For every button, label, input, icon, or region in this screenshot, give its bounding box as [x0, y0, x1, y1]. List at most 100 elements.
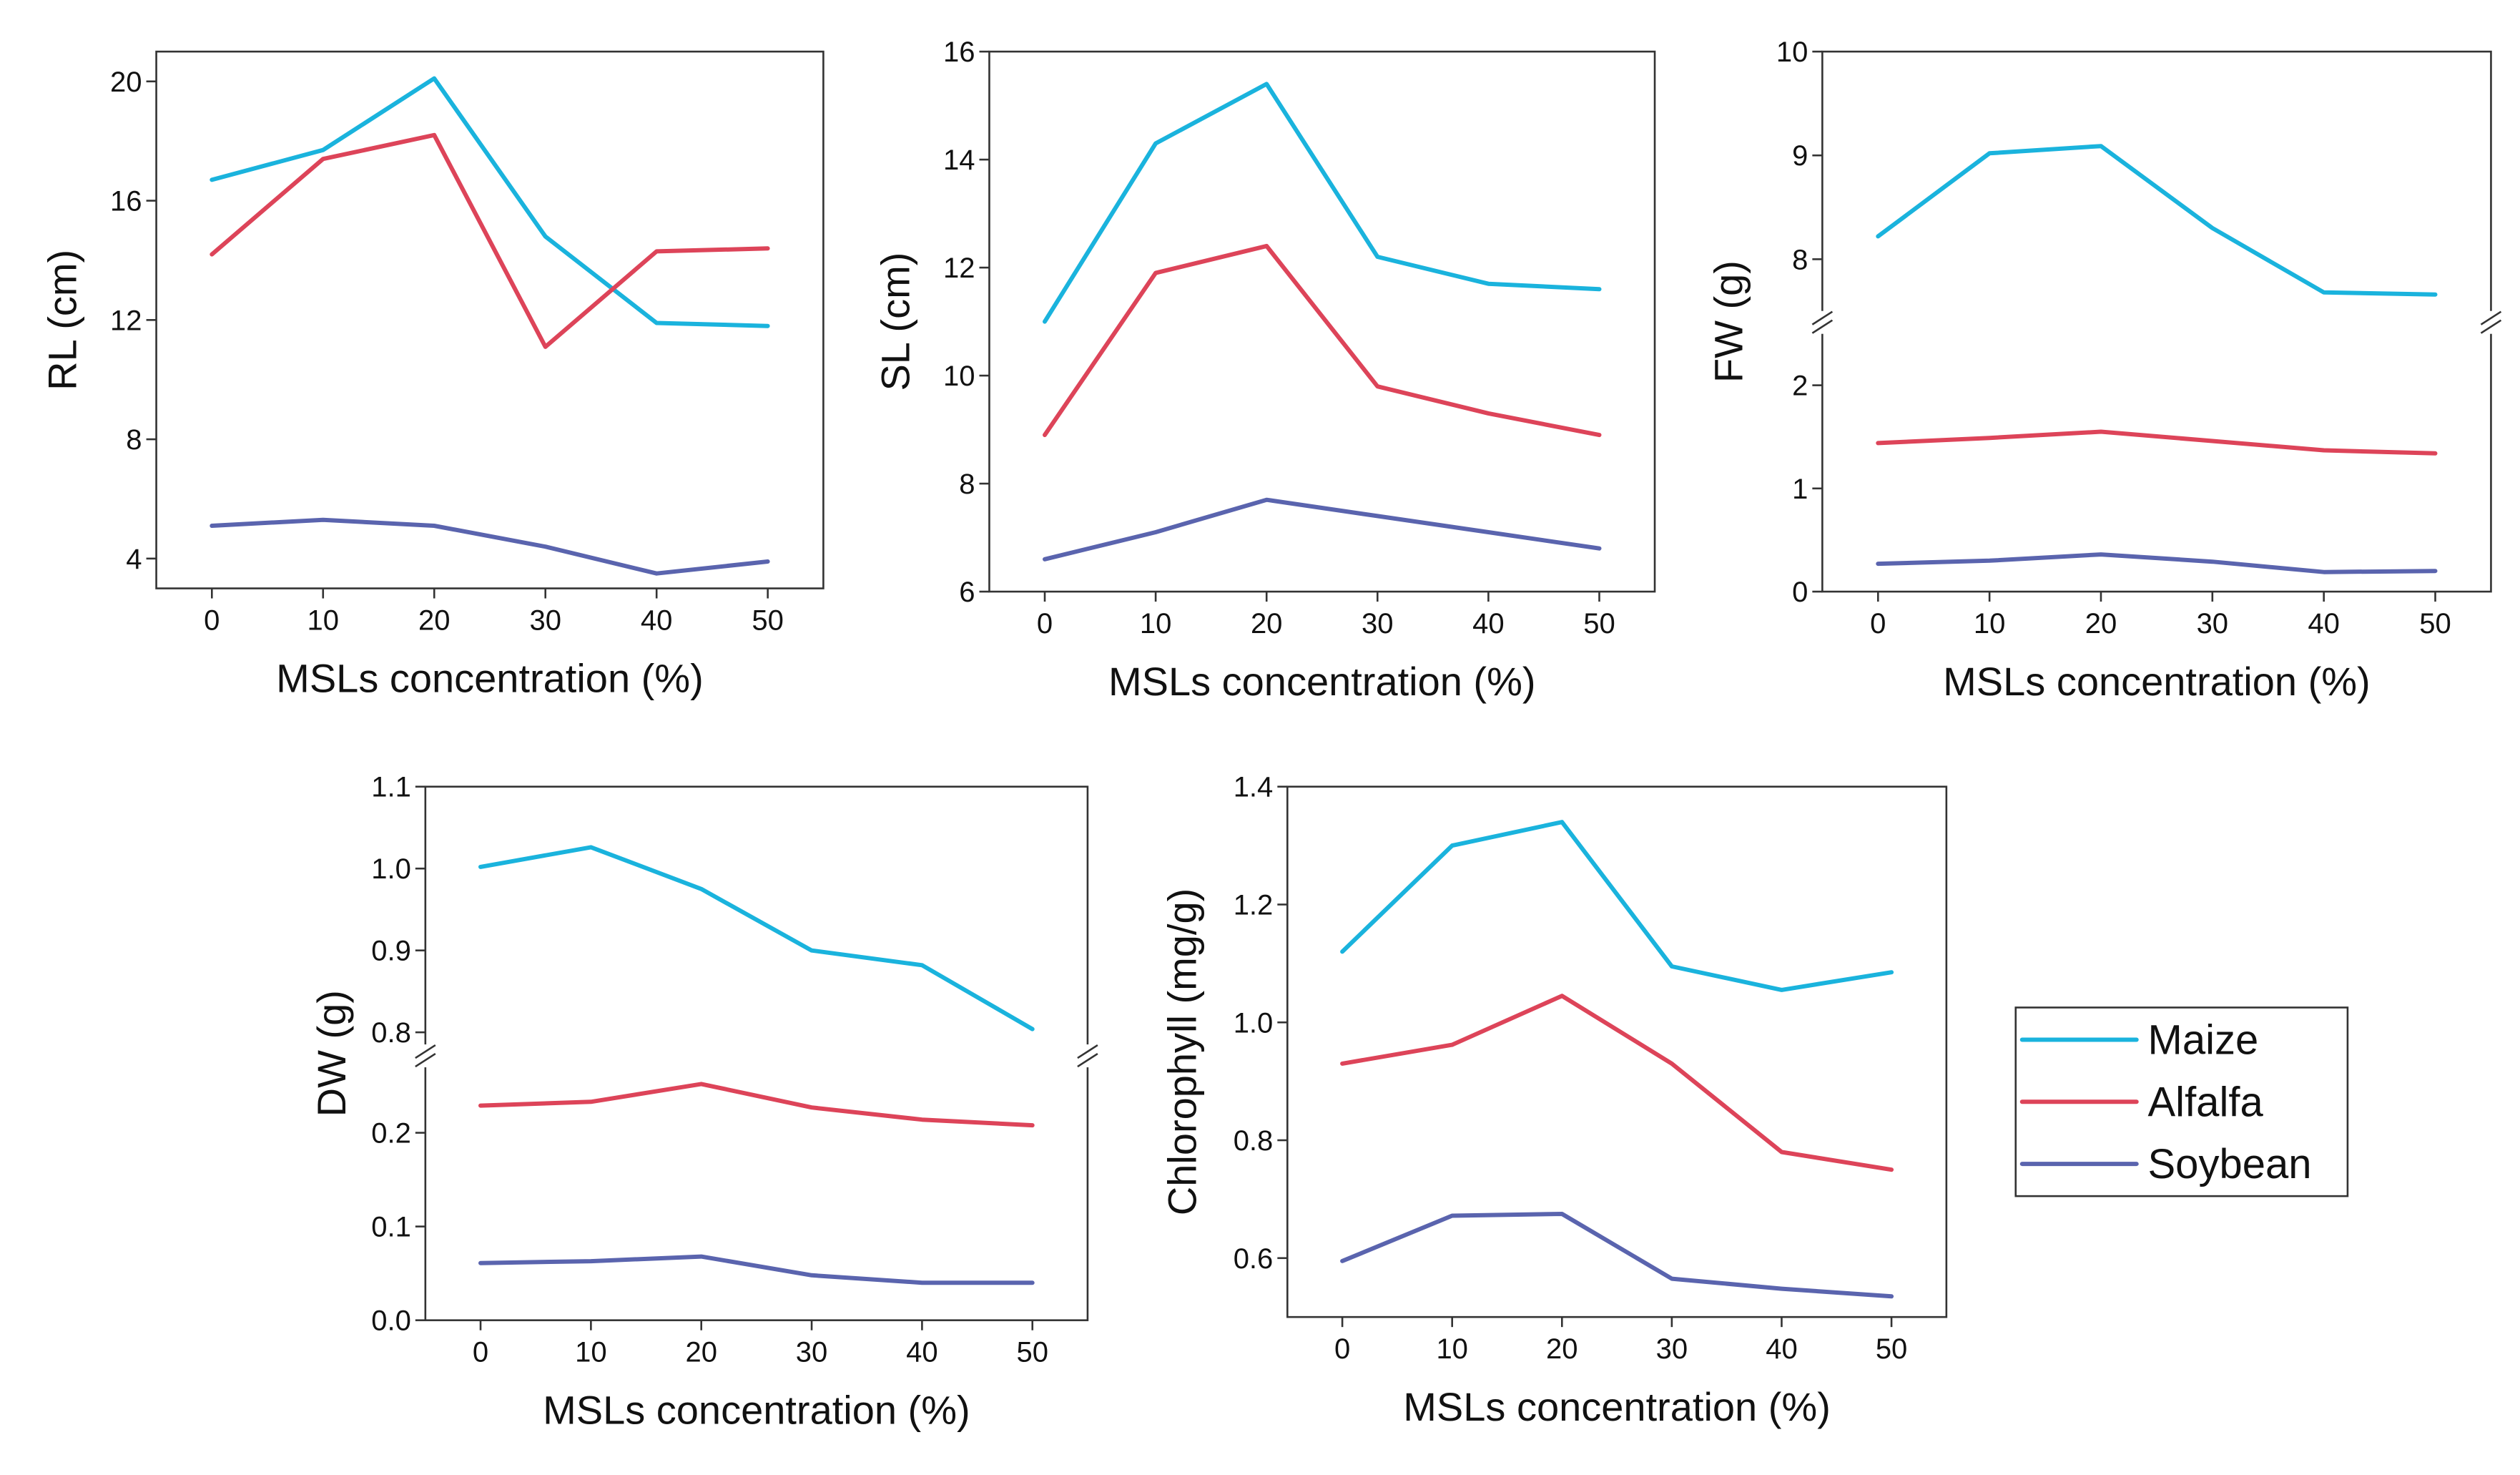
dw-series-maize-line: [478, 845, 1035, 1031]
fw-y-tick-label: 9: [1792, 140, 1808, 172]
rl-x-tick-label: 10: [307, 605, 340, 637]
legend-label-alfalfa: Alfalfa: [2148, 1079, 2264, 1125]
dw-y-tick-label: 0.9: [371, 936, 411, 967]
dw-x-tick-label: 0: [473, 1337, 488, 1368]
dw-y-tick-label: 1.0: [371, 853, 411, 885]
chl-y-axis-label: Chlorophyll (mg/g): [1159, 888, 1204, 1216]
sl-x-tick-label: 10: [1140, 608, 1172, 640]
sl-x-tick-label: 0: [1037, 608, 1053, 640]
fw-x-tick-label: 20: [2085, 608, 2117, 640]
fw-x-tick-label: 40: [2308, 608, 2340, 640]
rl-x-tick-label: 0: [204, 605, 220, 637]
dw-x-tick-label: 10: [575, 1337, 607, 1368]
fw-y-tick-label: 2: [1792, 371, 1808, 402]
dw-y-tick-label: 0.1: [371, 1212, 411, 1243]
sl-y-axis-label: SL (cm): [872, 253, 917, 391]
chl-series-maize-line: [1340, 820, 1894, 992]
sl-x-tick-label: 30: [1362, 608, 1394, 640]
rl-plot-frame: [155, 50, 825, 589]
fw-axis-break-gap: [1816, 310, 1829, 334]
sl-y-tick-label: 14: [943, 144, 975, 176]
chl-plot-frame: [1286, 785, 1948, 1318]
fw-y-tick-label: 1: [1792, 474, 1808, 505]
sl-y-tick-label: 8: [959, 469, 975, 500]
fw-axis-break-mark: [1811, 319, 1834, 334]
fw-y-tick-label: 0: [1792, 577, 1808, 608]
chl-x-tick-label: 30: [1656, 1333, 1688, 1365]
chart-chl: 0 10 20 30 40 50 0.6 0.8 1.0 1.2 1.4 MSLs concentra…: [1159, 772, 1948, 1429]
dw-y-tick-label: 0.0: [371, 1305, 411, 1337]
sl-x-tick-label: 20: [1251, 608, 1283, 640]
sl-y-tick-label: 16: [943, 36, 975, 68]
dw-axis-break-gap: [419, 1044, 431, 1068]
chl-x-tick-label: 10: [1436, 1333, 1468, 1365]
chl-y-tick-label: 0.8: [1234, 1125, 1274, 1157]
rl-y-tick-label: 12: [110, 305, 142, 336]
dw-axis-break-mark: [415, 1052, 436, 1068]
rl-series-soybean-line: [210, 517, 770, 576]
sl-y-tick-label: 6: [959, 577, 975, 608]
chl-y-tick-label: 0.6: [1234, 1243, 1274, 1275]
dw-x-tick-label: 40: [906, 1337, 938, 1368]
sl-series-soybean-line: [1043, 497, 1602, 562]
chl-series-soybean-line: [1340, 1212, 1894, 1299]
fw-series-alfalfa-line: [1876, 429, 2438, 456]
fw-y-axis-label: FW (g): [1706, 260, 1751, 383]
dw-y-tick-label: 1.1: [371, 772, 411, 803]
fw-axis-break-mark: [2480, 319, 2502, 334]
fw-series-soybean-line: [1876, 552, 2438, 574]
fw-x-tick-label: 10: [1974, 608, 2006, 640]
fw-axis-break-mark: [2480, 310, 2502, 325]
chl-x-tick-label: 0: [1334, 1333, 1350, 1365]
chl-x-tick-label: 50: [1876, 1333, 1908, 1365]
dw-series-alfalfa-line: [478, 1082, 1035, 1128]
fw-y-tick-label: 10: [1776, 36, 1808, 68]
chart-dw: 0 10 20 30 40 50 0.0 0.1 0.2 0.8 0.9 1.0 1.1 MSLs con…: [309, 772, 1098, 1433]
dw-axis-break-gap: [1081, 1044, 1093, 1068]
rl-x-tick-label: 30: [529, 605, 561, 637]
rl-y-tick-label: 8: [126, 424, 142, 456]
chart-sl: 0 10 20 30 40 50 6 8 10 12 14 16 MSLs concentration …: [872, 36, 1656, 704]
dw-x-tick-label: 20: [685, 1337, 717, 1368]
sl-y-tick-label: 12: [943, 253, 975, 284]
rl-x-tick-label: 20: [418, 605, 451, 637]
fw-axis-break-gap: [2485, 310, 2497, 334]
chl-x-tick-label: 40: [1766, 1333, 1798, 1365]
rl-x-tick-label: 50: [752, 605, 784, 637]
sl-plot-frame: [988, 50, 1656, 593]
sl-x-tick-label: 50: [1583, 608, 1615, 640]
chart-rl: 0 10 20 30 40 50 4 8 12 16 20 MSLs concentration (%…: [40, 50, 825, 701]
fw-x-axis-label: MSLs concentration (%): [1943, 659, 2371, 704]
sl-x-axis-label: MSLs concentration (%): [1108, 659, 1536, 704]
dw-x-axis-label: MSLs concentration (%): [543, 1388, 970, 1433]
fw-x-tick-label: 30: [2197, 608, 2229, 640]
fw-series-maize-line: [1876, 144, 2438, 297]
rl-y-axis-label: RL (cm): [40, 250, 85, 391]
sl-series-maize-line: [1043, 82, 1602, 324]
chl-y-tick-label: 1.2: [1234, 889, 1274, 921]
dw-axis-break-mark: [1077, 1044, 1098, 1059]
rl-y-tick-label: 4: [126, 544, 142, 575]
dw-y-tick-label: 0.8: [371, 1017, 411, 1049]
dw-x-tick-label: 50: [1016, 1337, 1048, 1368]
fw-x-tick-label: 0: [1870, 608, 1886, 640]
fw-plot-frame: [1821, 50, 2492, 593]
legend: Maize Alfalfa Soybean: [2014, 1006, 2349, 1197]
sl-x-tick-label: 40: [1472, 608, 1505, 640]
sl-y-tick-label: 10: [943, 361, 975, 392]
rl-x-axis-label: MSLs concentration (%): [276, 656, 704, 701]
dw-y-axis-label: DW (g): [309, 990, 354, 1117]
rl-x-tick-label: 40: [641, 605, 673, 637]
dw-series-soybean-line: [478, 1254, 1035, 1285]
legend-label-soybean: Soybean: [2148, 1141, 2312, 1187]
legend-label-maize: Maize: [2148, 1017, 2259, 1064]
rl-y-tick-label: 20: [110, 67, 142, 98]
dw-axis-break-mark: [415, 1044, 436, 1059]
dw-axis-break-mark: [1077, 1052, 1098, 1068]
rl-y-tick-label: 16: [110, 186, 142, 217]
chl-x-axis-label: MSLs concentration (%): [1403, 1384, 1831, 1429]
dw-x-tick-label: 30: [796, 1337, 828, 1368]
fw-y-tick-label: 8: [1792, 244, 1808, 275]
rl-series-maize-line: [210, 76, 770, 328]
chl-series-alfalfa-line: [1340, 994, 1894, 1172]
